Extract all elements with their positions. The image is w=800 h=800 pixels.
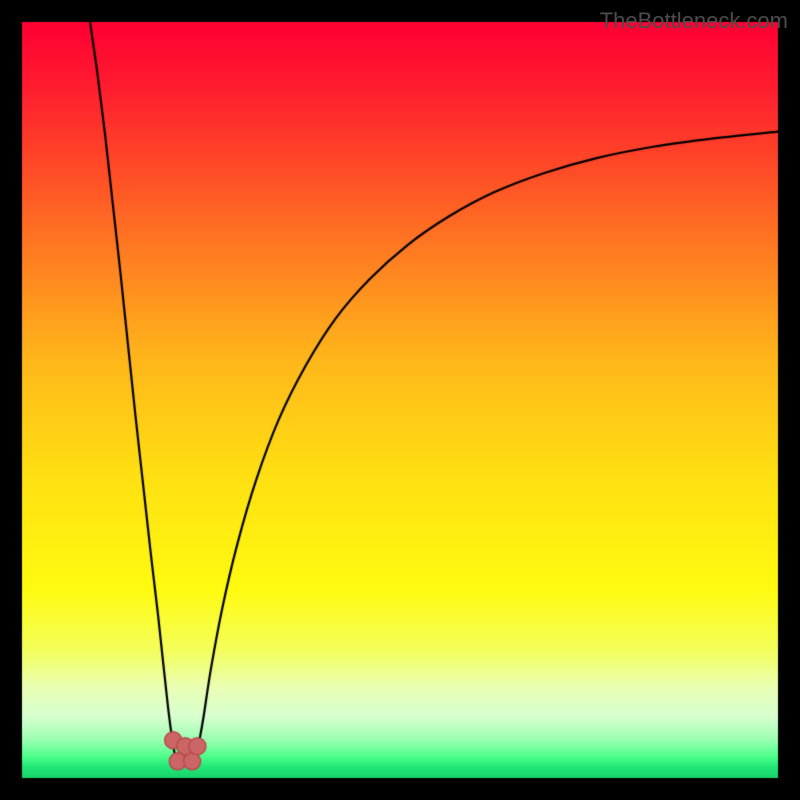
bottleneck-curve-plot [0, 0, 800, 800]
chart-stage: TheBottleneck.com [0, 0, 800, 800]
watermark-text: TheBottleneck.com [600, 8, 788, 34]
